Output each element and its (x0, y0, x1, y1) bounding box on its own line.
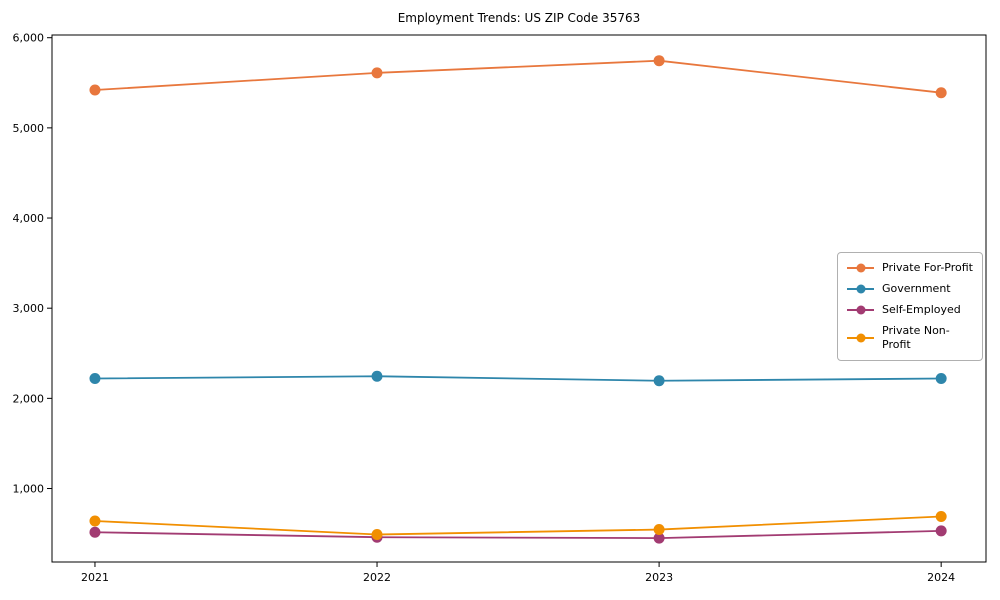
data-point-marker-icon (371, 67, 383, 79)
y-tick-label: 2,000 (13, 392, 45, 405)
y-tick-label: 6,000 (13, 32, 45, 45)
data-point-marker-icon (89, 526, 101, 538)
data-point-marker-icon (89, 84, 101, 96)
legend-item-private-non-profit: Private Non-Profit (847, 324, 973, 352)
series-line (94, 515, 942, 536)
y-tick-label: 1,000 (13, 483, 45, 496)
axes-box (51, 34, 987, 563)
legend-item-government: Government (847, 282, 973, 296)
data-point-marker-icon (653, 55, 665, 67)
y-axis: 1,000 2,000 3,000 4,000 5,000 6,000 (13, 32, 52, 496)
legend-dot-icon (856, 263, 865, 273)
data-point-marker-icon (935, 87, 947, 99)
data-point-marker-icon (935, 525, 947, 537)
x-tick-label: 2024 (927, 571, 955, 584)
legend-dot-icon (856, 333, 865, 343)
legend-label: Private Non-Profit (882, 324, 950, 351)
x-tick-label: 2021 (81, 571, 109, 584)
series-self-employed (89, 525, 947, 544)
legend-dot-icon (856, 305, 865, 315)
data-point-marker-icon (653, 524, 665, 536)
legend-label: Private For-Profit (882, 261, 973, 274)
y-tick-label: 4,000 (13, 212, 45, 225)
series-line (94, 529, 942, 540)
y-tick-label: 5,000 (13, 122, 45, 135)
series-private-for-profit (89, 55, 947, 99)
line-marker-icon (847, 284, 874, 295)
legend-label: Government (882, 282, 951, 295)
data-point-marker-icon (89, 373, 101, 385)
legend: Private For-Profit Government Self-Emplo… (837, 252, 983, 361)
legend-item-private-for-profit: Private For-Profit (847, 261, 973, 275)
line-marker-icon (847, 263, 874, 274)
line-marker-icon (847, 333, 874, 344)
data-point-marker-icon (89, 515, 101, 527)
line-marker-icon (847, 305, 874, 316)
legend-item-self-employed: Self-Employed (847, 303, 973, 317)
legend-label: Self-Employed (882, 303, 961, 316)
x-tick-label: 2023 (645, 571, 673, 584)
x-axis: 2021 2022 2023 2024 (81, 562, 955, 584)
series-private-non-profit (89, 510, 947, 541)
series-government (89, 370, 947, 387)
x-tick-label: 2022 (363, 571, 391, 584)
data-point-marker-icon (935, 373, 947, 385)
data-point-marker-icon (371, 370, 383, 382)
data-point-marker-icon (653, 375, 665, 387)
data-point-marker-icon (371, 529, 383, 541)
data-point-marker-icon (935, 510, 947, 522)
legend-dot-icon (856, 284, 865, 294)
series-line (94, 375, 942, 382)
y-tick-label: 3,000 (13, 302, 45, 315)
series-line (94, 59, 942, 94)
data-point-marker-icon (653, 532, 665, 544)
chart-title: Employment Trends: US ZIP Code 35763 (397, 11, 641, 25)
